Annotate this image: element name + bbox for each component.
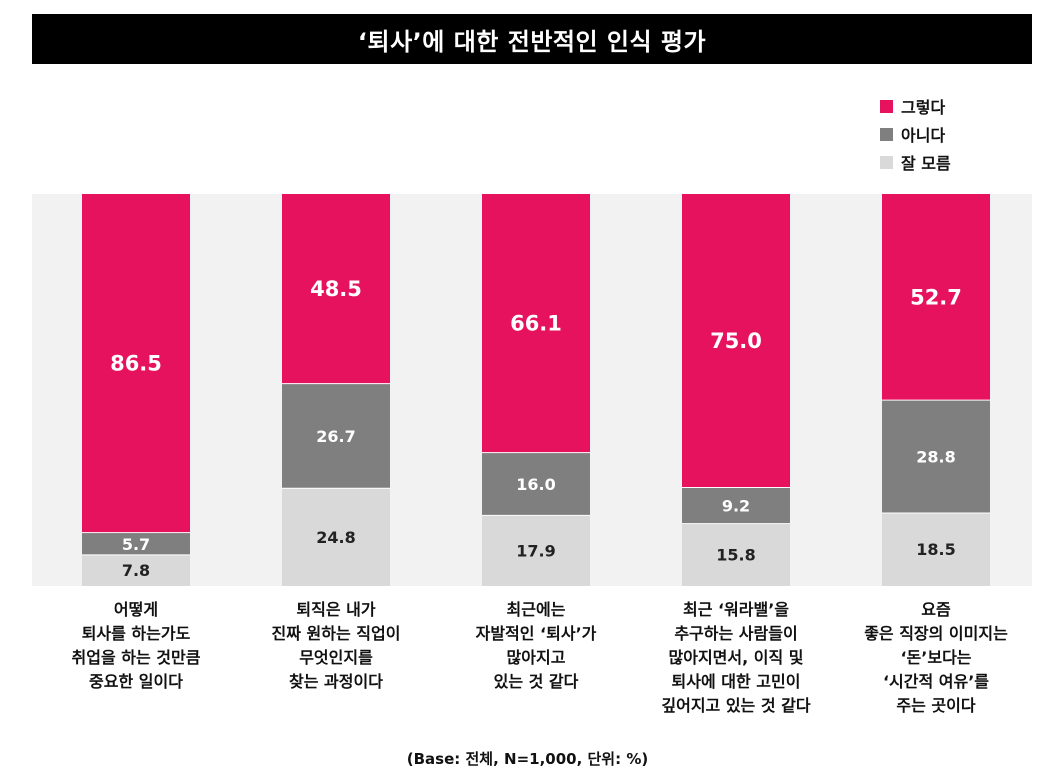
data-label-yes-5: 52.7 <box>910 285 962 309</box>
data-label-yes-3: 66.1 <box>510 312 562 336</box>
data-label-unknown-3: 17.9 <box>516 541 555 560</box>
data-label-no-4: 9.2 <box>722 497 750 516</box>
data-label-no-3: 16.0 <box>516 475 555 494</box>
data-label-yes-4: 75.0 <box>710 329 762 353</box>
data-label-unknown-2: 24.8 <box>316 528 355 547</box>
category-label-1: 어떻게 퇴사를 하는가도 취업을 하는 것만큼 중요한 일이다 <box>36 598 236 694</box>
category-label-5: 요즘 좋은 직장의 이미지는 ‘돈’보다는 ‘시간적 여유’를 주는 곳이다 <box>836 598 1036 718</box>
category-label-4: 최근 ‘워라밸’을 추구하는 사람들이 많아지면서, 이직 및 퇴사에 대한 고… <box>636 598 836 718</box>
data-label-yes-1: 86.5 <box>110 352 162 376</box>
data-label-no-2: 26.7 <box>316 427 355 446</box>
data-label-unknown-1: 7.8 <box>122 561 150 580</box>
category-label-2: 퇴직은 내가 진짜 원하는 직업이 무엇인지를 찾는 과정이다 <box>236 598 436 694</box>
base-note: (Base: 전체, N=1,000, 단위: %) <box>0 748 1055 769</box>
category-label-3: 최근에는 자발적인 ‘퇴사’가 많아지고 있는 것 같다 <box>436 598 636 694</box>
data-label-yes-2: 48.5 <box>310 277 362 301</box>
data-label-no-1: 5.7 <box>122 535 150 554</box>
data-label-no-5: 28.8 <box>916 448 955 467</box>
data-label-unknown-4: 15.8 <box>716 546 755 565</box>
data-label-unknown-5: 18.5 <box>916 540 955 559</box>
